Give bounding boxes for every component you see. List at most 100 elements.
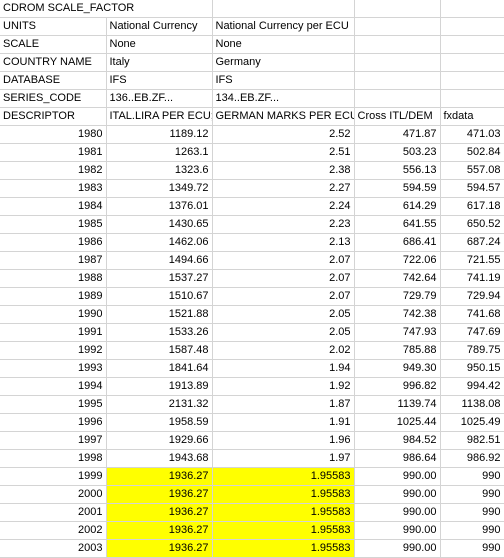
header-value-cell[interactable]: National Currency: [106, 17, 213, 36]
marks-per-ecu-cell[interactable]: 2.38: [212, 161, 355, 180]
header-value-cell[interactable]: fxdata: [440, 107, 504, 126]
lira-per-ecu-cell[interactable]: 1936.27: [106, 485, 213, 504]
fxdata-cell[interactable]: 721.55: [440, 251, 504, 270]
year-cell[interactable]: 1983: [0, 179, 107, 198]
cross-itl-dem-cell[interactable]: 471.87: [354, 125, 441, 144]
fxdata-cell[interactable]: 557.08: [440, 161, 504, 180]
fxdata-cell[interactable]: 741.68: [440, 305, 504, 324]
year-cell[interactable]: 1991: [0, 323, 107, 342]
year-cell[interactable]: 2002: [0, 521, 107, 540]
header-value-cell[interactable]: [212, 0, 355, 18]
marks-per-ecu-cell[interactable]: 2.51: [212, 143, 355, 162]
year-cell[interactable]: 2000: [0, 485, 107, 504]
marks-per-ecu-cell[interactable]: 2.24: [212, 197, 355, 216]
year-cell[interactable]: 1981: [0, 143, 107, 162]
cross-itl-dem-cell[interactable]: 742.64: [354, 269, 441, 288]
fxdata-cell[interactable]: 990: [440, 521, 504, 540]
cross-itl-dem-cell[interactable]: 747.93: [354, 323, 441, 342]
header-value-cell[interactable]: [354, 17, 441, 36]
fxdata-cell[interactable]: 990: [440, 467, 504, 486]
year-cell[interactable]: 1988: [0, 269, 107, 288]
header-value-cell[interactable]: Italy: [106, 53, 213, 72]
header-value-cell[interactable]: 134..EB.ZF...: [212, 89, 355, 108]
fxdata-cell[interactable]: 994.42: [440, 377, 504, 396]
fxdata-cell[interactable]: 650.52: [440, 215, 504, 234]
cross-itl-dem-cell[interactable]: 1025.44: [354, 413, 441, 432]
fxdata-cell[interactable]: 1138.08: [440, 395, 504, 414]
cross-itl-dem-cell[interactable]: 949.30: [354, 359, 441, 378]
header-value-cell[interactable]: [354, 89, 441, 108]
marks-per-ecu-cell[interactable]: 2.52: [212, 125, 355, 144]
fxdata-cell[interactable]: 687.24: [440, 233, 504, 252]
lira-per-ecu-cell[interactable]: 1533.26: [106, 323, 213, 342]
year-cell[interactable]: 1996: [0, 413, 107, 432]
header-value-cell[interactable]: IFS: [106, 71, 213, 90]
header-value-cell[interactable]: [354, 71, 441, 90]
year-cell[interactable]: 1997: [0, 431, 107, 450]
marks-per-ecu-cell[interactable]: 1.96: [212, 431, 355, 450]
header-value-cell[interactable]: [354, 35, 441, 54]
lira-per-ecu-cell[interactable]: 1936.27: [106, 503, 213, 522]
year-cell[interactable]: 1995: [0, 395, 107, 414]
lira-per-ecu-cell[interactable]: 1510.67: [106, 287, 213, 306]
cross-itl-dem-cell[interactable]: 785.88: [354, 341, 441, 360]
fxdata-cell[interactable]: 729.94: [440, 287, 504, 306]
lira-per-ecu-cell[interactable]: 1841.64: [106, 359, 213, 378]
lira-per-ecu-cell[interactable]: 1958.59: [106, 413, 213, 432]
year-cell[interactable]: 2001: [0, 503, 107, 522]
cross-itl-dem-cell[interactable]: 742.38: [354, 305, 441, 324]
year-cell[interactable]: 1998: [0, 449, 107, 468]
cross-itl-dem-cell[interactable]: 556.13: [354, 161, 441, 180]
fxdata-cell[interactable]: 502.84: [440, 143, 504, 162]
header-label-cell[interactable]: UNITS: [0, 17, 107, 36]
lira-per-ecu-cell[interactable]: 1494.66: [106, 251, 213, 270]
lira-per-ecu-cell[interactable]: 1263.1: [106, 143, 213, 162]
fxdata-cell[interactable]: 617.18: [440, 197, 504, 216]
header-value-cell[interactable]: [354, 53, 441, 72]
marks-per-ecu-cell[interactable]: 2.02: [212, 341, 355, 360]
marks-per-ecu-cell[interactable]: 2.23: [212, 215, 355, 234]
fxdata-cell[interactable]: 950.15: [440, 359, 504, 378]
header-value-cell[interactable]: Germany: [212, 53, 355, 72]
marks-per-ecu-cell[interactable]: 2.07: [212, 269, 355, 288]
lira-per-ecu-cell[interactable]: 1936.27: [106, 539, 213, 558]
marks-per-ecu-cell[interactable]: 2.07: [212, 251, 355, 270]
fxdata-cell[interactable]: 986.92: [440, 449, 504, 468]
header-value-cell[interactable]: [440, 17, 504, 36]
marks-per-ecu-cell[interactable]: 1.95583: [212, 503, 355, 522]
lira-per-ecu-cell[interactable]: 1913.89: [106, 377, 213, 396]
year-cell[interactable]: 1986: [0, 233, 107, 252]
year-cell[interactable]: 1989: [0, 287, 107, 306]
marks-per-ecu-cell[interactable]: 1.95583: [212, 467, 355, 486]
year-cell[interactable]: 1993: [0, 359, 107, 378]
marks-per-ecu-cell[interactable]: 1.91: [212, 413, 355, 432]
marks-per-ecu-cell[interactable]: 1.97: [212, 449, 355, 468]
lira-per-ecu-cell[interactable]: 1349.72: [106, 179, 213, 198]
header-label-cell[interactable]: SCALE: [0, 35, 107, 54]
marks-per-ecu-cell[interactable]: 2.05: [212, 323, 355, 342]
header-value-cell[interactable]: National Currency per ECU: [212, 17, 355, 36]
lira-per-ecu-cell[interactable]: 1537.27: [106, 269, 213, 288]
cross-itl-dem-cell[interactable]: 984.52: [354, 431, 441, 450]
fxdata-cell[interactable]: 741.19: [440, 269, 504, 288]
marks-per-ecu-cell[interactable]: 2.13: [212, 233, 355, 252]
header-label-cell[interactable]: DESCRIPTOR: [0, 107, 107, 126]
header-value-cell[interactable]: [440, 0, 504, 18]
header-value-cell[interactable]: [440, 53, 504, 72]
header-value-cell[interactable]: [440, 89, 504, 108]
fxdata-cell[interactable]: 789.75: [440, 341, 504, 360]
marks-per-ecu-cell[interactable]: 1.87: [212, 395, 355, 414]
lira-per-ecu-cell[interactable]: 1936.27: [106, 467, 213, 486]
cross-itl-dem-cell[interactable]: 594.59: [354, 179, 441, 198]
lira-per-ecu-cell[interactable]: 1189.12: [106, 125, 213, 144]
cross-itl-dem-cell[interactable]: 614.29: [354, 197, 441, 216]
lira-per-ecu-cell[interactable]: 1587.48: [106, 341, 213, 360]
lira-per-ecu-cell[interactable]: 1323.6: [106, 161, 213, 180]
marks-per-ecu-cell[interactable]: 2.07: [212, 287, 355, 306]
fxdata-cell[interactable]: 982.51: [440, 431, 504, 450]
year-cell[interactable]: 1999: [0, 467, 107, 486]
cross-itl-dem-cell[interactable]: 990.00: [354, 467, 441, 486]
cross-itl-dem-cell[interactable]: 990.00: [354, 503, 441, 522]
header-label-cell[interactable]: SERIES_CODE: [0, 89, 107, 108]
lira-per-ecu-cell[interactable]: 1936.27: [106, 521, 213, 540]
